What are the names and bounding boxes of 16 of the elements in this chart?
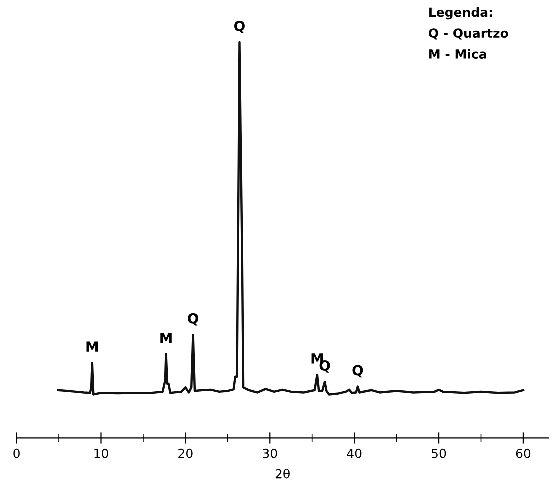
x-tick-label: 10: [94, 448, 108, 458]
annotation: M: [86, 342, 98, 352]
x-tick-label: 30: [263, 448, 278, 458]
x-axis-title: 2θ: [276, 468, 290, 479]
x-tick-label: 20: [178, 448, 193, 458]
annotation: Q: [352, 365, 364, 378]
annotation: Q: [188, 313, 198, 326]
annotation: M: [160, 333, 172, 344]
annotation: Q: [234, 20, 245, 34]
x-tick-label: 50: [432, 448, 446, 458]
x-tick-label: 40: [347, 448, 362, 458]
text: Legenda:: [430, 7, 492, 20]
x-tick-label: 60: [516, 448, 531, 458]
x-tick-label: 0: [14, 448, 20, 458]
text: Q - Quartzo: [429, 28, 508, 40]
annotation: M - Mica: [430, 49, 486, 59]
